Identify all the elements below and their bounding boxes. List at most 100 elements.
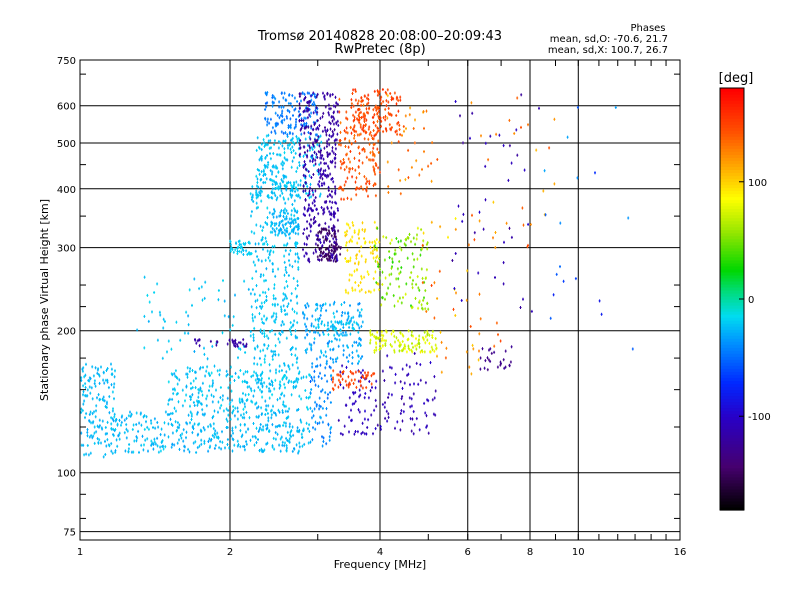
data-point <box>355 99 357 102</box>
data-point <box>268 377 270 380</box>
data-point <box>330 107 332 110</box>
data-point <box>309 214 311 217</box>
data-point <box>364 137 366 140</box>
data-point <box>287 198 289 201</box>
data-point <box>242 408 244 411</box>
data-point <box>275 371 277 374</box>
data-point <box>263 141 265 144</box>
data-point <box>394 381 396 384</box>
data-point <box>278 100 280 103</box>
data-point <box>203 440 205 443</box>
data-point <box>387 287 389 290</box>
data-point <box>385 115 387 118</box>
data-point <box>348 158 350 161</box>
data-point <box>261 396 263 399</box>
data-point <box>311 362 313 365</box>
data-point <box>253 327 255 330</box>
data-point <box>276 153 278 156</box>
data-point <box>303 155 305 158</box>
data-point <box>398 272 400 275</box>
data-point <box>390 273 392 276</box>
data-point <box>417 383 419 386</box>
data-point <box>278 444 280 447</box>
data-point <box>358 100 360 103</box>
data-point <box>273 312 275 315</box>
data-point <box>263 138 265 141</box>
data-point <box>273 448 275 451</box>
data-point <box>262 349 264 352</box>
data-point <box>290 148 292 151</box>
data-point <box>232 450 234 453</box>
data-point <box>322 445 324 448</box>
data-point <box>327 397 329 400</box>
data-point <box>354 378 356 381</box>
data-point <box>187 376 189 379</box>
data-point <box>409 396 411 399</box>
data-point <box>338 334 340 337</box>
data-point <box>321 258 323 261</box>
data-point <box>255 250 257 253</box>
data-point <box>435 344 437 347</box>
data-point <box>295 347 297 350</box>
data-point <box>189 370 191 373</box>
data-point <box>272 303 274 306</box>
data-point <box>239 429 241 432</box>
data-point <box>348 430 350 433</box>
data-point <box>334 384 336 387</box>
data-point <box>389 283 391 286</box>
data-point <box>500 340 502 343</box>
data-point <box>145 420 147 423</box>
data-point <box>305 396 307 399</box>
data-point <box>228 315 230 318</box>
data-point <box>294 354 296 357</box>
data-point <box>427 165 429 168</box>
data-point <box>283 304 285 307</box>
data-point <box>317 212 319 215</box>
data-point <box>378 151 380 154</box>
data-point <box>340 121 342 124</box>
data-point <box>492 201 494 204</box>
data-point <box>227 438 229 441</box>
data-point <box>278 153 280 156</box>
data-point <box>431 180 433 183</box>
data-point <box>215 344 217 347</box>
data-point <box>265 404 267 407</box>
data-point <box>85 386 87 389</box>
data-point <box>344 312 346 315</box>
data-point <box>246 443 248 446</box>
data-point <box>368 290 370 293</box>
data-point <box>108 411 110 414</box>
data-point <box>80 432 82 435</box>
data-point <box>391 239 393 242</box>
data-point <box>342 326 344 329</box>
data-point <box>314 380 316 383</box>
data-point <box>106 402 108 405</box>
data-point <box>168 340 170 343</box>
data-point <box>364 418 366 421</box>
data-point <box>314 189 316 192</box>
data-point <box>308 423 310 426</box>
data-point <box>428 334 430 337</box>
data-point <box>95 366 97 369</box>
data-point <box>95 385 97 388</box>
data-point <box>217 369 219 372</box>
data-point <box>367 94 369 97</box>
data-point <box>251 210 253 213</box>
data-point <box>266 123 268 126</box>
data-point <box>172 388 174 391</box>
data-point <box>345 111 347 114</box>
data-point <box>310 218 312 221</box>
data-point <box>431 221 433 224</box>
data-point <box>360 123 362 126</box>
data-point <box>364 432 366 435</box>
data-point <box>272 405 274 408</box>
data-point <box>330 128 332 131</box>
data-point <box>330 431 332 434</box>
data-point <box>306 243 308 246</box>
data-point <box>544 169 546 172</box>
data-point <box>210 340 212 343</box>
data-point <box>319 372 321 375</box>
data-point <box>171 398 173 401</box>
data-point <box>263 381 265 384</box>
data-point <box>308 204 310 207</box>
